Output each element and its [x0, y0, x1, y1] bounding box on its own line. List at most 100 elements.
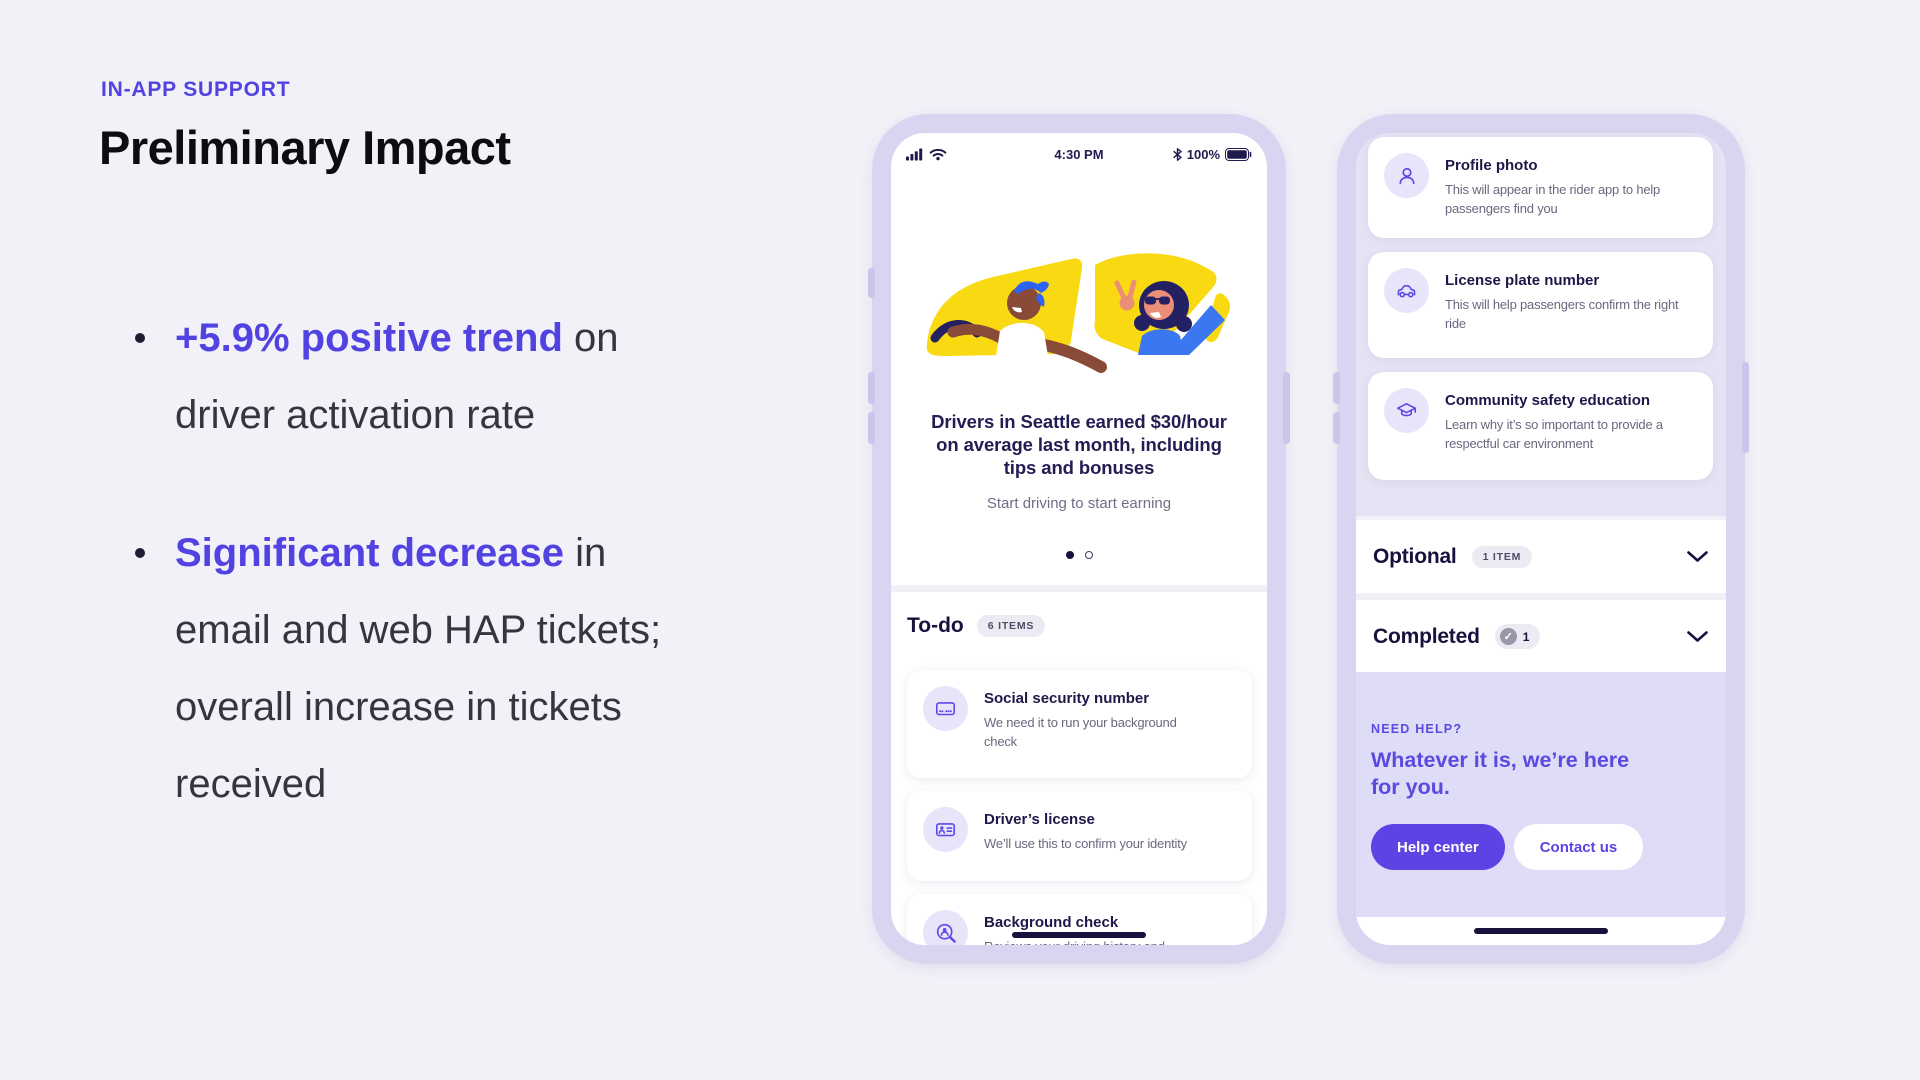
icon-circle	[1384, 153, 1429, 198]
headline-line: on average last month, including	[936, 434, 1222, 455]
checklist-card-list: Profile photo This will appear in the ri…	[1368, 137, 1713, 480]
completed-section-row[interactable]: Completed ✓ 1	[1356, 600, 1726, 673]
card-subtitle: We need it to run your background check	[984, 715, 1177, 749]
section-title: Completed	[1373, 624, 1480, 648]
card-title: Driver’s license	[984, 811, 1095, 828]
power-button	[1742, 362, 1749, 453]
mute-switch	[868, 268, 875, 298]
optional-count-badge: 1 ITEM	[1471, 545, 1533, 568]
bullet-highlight: +5.9% positive trend	[175, 316, 563, 360]
status-left	[906, 148, 947, 161]
check-icon: ✓	[1499, 628, 1517, 645]
icon-circle	[923, 910, 968, 945]
icon-circle	[923, 686, 968, 731]
power-button	[1283, 372, 1290, 444]
need-help-section: NEED HELP? Whatever it is, we’re here fo…	[1356, 672, 1726, 917]
help-heading: Whatever it is, we’re here for you.	[1371, 747, 1710, 801]
status-time: 4:30 PM	[1054, 146, 1104, 162]
section-title: Optional	[1373, 544, 1457, 568]
card-community-safety[interactable]: Community safety education Learn why it’…	[1368, 372, 1713, 480]
chevron-down-icon[interactable]	[1686, 630, 1709, 643]
contact-us-button[interactable]: Contact us	[1513, 824, 1644, 870]
bullet-rest: in email and web HAP tickets; overall in…	[175, 531, 662, 806]
section-divider	[891, 585, 1267, 592]
icon-circle	[1384, 268, 1429, 313]
card-title: Community safety education	[1445, 392, 1651, 409]
home-indicator[interactable]	[1474, 928, 1608, 934]
drivers-license-icon	[935, 823, 956, 837]
icon-circle	[1384, 388, 1429, 433]
graduation-cap-icon	[1396, 403, 1417, 417]
bullet-highlight: Significant decrease	[175, 531, 565, 575]
card-text: Background check Reviews your driving hi…	[984, 910, 1165, 945]
card-profile-photo[interactable]: Profile photo This will appear in the ri…	[1368, 137, 1713, 238]
status-bar: 4:30 PM 100%	[891, 143, 1267, 165]
card-subtitle: This will appear in the rider app to hel…	[1445, 182, 1661, 216]
card-text: Community safety education Learn why it’…	[1445, 388, 1695, 464]
bullet-item: +5.9% positive trend on driver activatio…	[133, 300, 681, 454]
background-check-icon	[936, 923, 956, 943]
card-subtitle: Learn why it’s so important to provide a…	[1445, 417, 1663, 451]
card-text: Profile photo This will appear in the ri…	[1445, 153, 1695, 222]
wifi-icon	[929, 148, 947, 160]
collapsible-sections: Optional 1 ITEM Completed ✓ 1	[1356, 516, 1726, 673]
carousel-dot[interactable]	[1084, 551, 1093, 559]
volume-up-button	[1333, 372, 1340, 404]
card-subtitle: Reviews your driving history and	[984, 937, 1165, 945]
card-text: License plate number This will help pass…	[1445, 268, 1695, 342]
phone-mockup-checklist: Profile photo This will appear in the ri…	[1333, 114, 1749, 964]
help-center-button[interactable]: Help center	[1371, 824, 1505, 870]
ssn-card-icon	[935, 702, 956, 716]
optional-section-row[interactable]: Optional 1 ITEM	[1356, 520, 1726, 593]
bluetooth-icon	[1173, 147, 1182, 161]
card-title: Profile photo	[1445, 157, 1538, 174]
icon-circle	[923, 807, 968, 852]
slide-eyebrow: IN-APP SUPPORT	[101, 78, 291, 101]
bullet-rest: on driver activation rate	[175, 316, 619, 437]
todo-title: To-do	[907, 614, 964, 637]
carousel-dots	[891, 551, 1267, 559]
battery-percent: 100%	[1186, 146, 1220, 162]
help-buttons: Help center Contact us	[1371, 824, 1710, 870]
driving-illustration	[921, 243, 1237, 400]
todo-card-ssn[interactable]: Social security number We need it to run…	[907, 670, 1252, 778]
card-text: Driver’s license We’ll use this to confi…	[984, 807, 1187, 865]
bullet-list: +5.9% positive trend on driver activatio…	[133, 300, 681, 884]
help-heading-line: for you.	[1371, 775, 1450, 799]
todo-count-badge: 6 ITEMS	[976, 615, 1046, 637]
help-eyebrow: NEED HELP?	[1371, 722, 1463, 736]
card-subtitle: This will help passengers confirm the ri…	[1445, 297, 1679, 331]
car-icon	[1397, 284, 1416, 298]
headline-line: Drivers in Seattle earned $30/hour	[931, 411, 1227, 432]
page-title: Preliminary Impact	[99, 121, 511, 174]
card-subtitle: We’ll use this to confirm your identity	[984, 836, 1187, 851]
volume-down-button	[1333, 412, 1340, 444]
card-license-plate[interactable]: License plate number This will help pass…	[1368, 252, 1713, 358]
completed-count-badge: ✓ 1	[1494, 624, 1541, 649]
status-right: 100%	[1173, 147, 1252, 162]
help-heading-line: Whatever it is, we’re here	[1371, 748, 1630, 772]
phone1-subtext: Start driving to start earning	[986, 495, 1172, 512]
phone2-screen: Profile photo This will appear in the ri…	[1356, 133, 1726, 945]
volume-up-button	[868, 372, 875, 404]
profile-photo-icon	[1398, 167, 1415, 184]
battery-icon	[1225, 147, 1252, 161]
todo-card-drivers-license[interactable]: Driver’s license We’ll use this to confi…	[907, 791, 1252, 881]
todo-header: To-do 6 ITEMS	[907, 614, 1046, 638]
todo-card-list: Social security number We need it to run…	[907, 670, 1252, 945]
card-title: Social security number	[984, 690, 1150, 707]
phone1-screen: 4:30 PM 100%	[891, 133, 1267, 945]
phone1-headline: Drivers in Seattle earned $30/hour on av…	[891, 410, 1267, 479]
card-text: Social security number We need it to run…	[984, 686, 1206, 762]
volume-down-button	[868, 412, 875, 444]
carousel-dot-active[interactable]	[1065, 551, 1074, 559]
bullet-item: Significant decrease in email and web HA…	[133, 515, 681, 823]
completed-count: 1	[1522, 629, 1530, 644]
card-title: License plate number	[1445, 272, 1600, 289]
headline-line: tips and bonuses	[1003, 457, 1155, 478]
chevron-down-icon[interactable]	[1686, 550, 1709, 563]
home-indicator[interactable]	[1012, 932, 1146, 938]
signal-icon	[906, 148, 923, 160]
card-title: Background check	[984, 914, 1119, 931]
